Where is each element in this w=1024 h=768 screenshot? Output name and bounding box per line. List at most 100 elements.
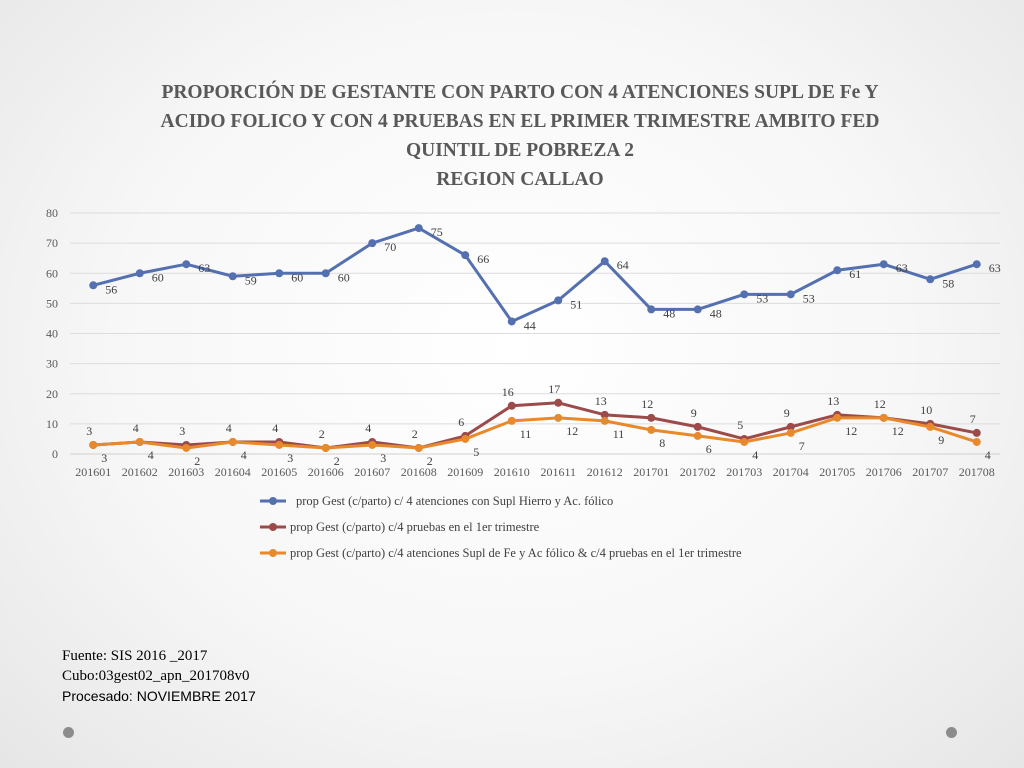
data-point xyxy=(182,443,191,452)
data-point xyxy=(786,428,795,437)
data-point xyxy=(600,257,609,266)
data-point xyxy=(321,443,330,452)
x-tick-label: 201701 xyxy=(633,465,669,479)
data-label: 10 xyxy=(920,403,932,417)
x-tick-label: 201703 xyxy=(726,465,762,479)
data-label: 2 xyxy=(412,427,418,441)
data-label: 4 xyxy=(241,448,247,462)
data-point xyxy=(414,224,423,233)
data-label: 53 xyxy=(803,291,815,305)
x-tick-label: 201609 xyxy=(447,465,483,479)
data-point xyxy=(879,413,888,422)
legend-swatch-marker xyxy=(269,549,277,557)
data-point xyxy=(182,260,191,269)
chart-subtitle: REGION CALLAO xyxy=(436,169,604,190)
decorative-dot-left xyxy=(63,727,74,738)
data-point xyxy=(554,398,563,407)
data-label: 4 xyxy=(365,421,371,435)
data-label: 9 xyxy=(691,406,697,420)
data-point xyxy=(275,269,284,278)
data-point xyxy=(600,416,609,425)
data-point xyxy=(926,422,935,431)
data-point xyxy=(228,272,237,281)
data-label: 3 xyxy=(380,451,386,465)
data-label: 12 xyxy=(845,424,857,438)
data-label: 58 xyxy=(942,276,954,290)
data-label: 4 xyxy=(985,448,991,462)
x-tick-label: 201704 xyxy=(773,465,809,479)
data-point xyxy=(461,251,470,260)
data-point xyxy=(321,269,330,278)
x-tick-label: 201602 xyxy=(122,465,158,479)
data-point xyxy=(740,290,749,299)
x-tick-label: 201605 xyxy=(261,465,297,479)
y-tick-label: 50 xyxy=(46,296,58,310)
data-label: 3 xyxy=(179,424,185,438)
title-line-1: PROPORCIÓN DE GESTANTE CON PARTO CON 4 A… xyxy=(161,82,879,103)
chart-title: PROPORCIÓN DE GESTANTE CON PARTO CON 4 A… xyxy=(130,78,910,194)
data-label: 56 xyxy=(105,282,117,296)
data-point xyxy=(972,428,981,437)
x-tick-label: 201706 xyxy=(866,465,902,479)
data-label: 11 xyxy=(613,427,625,441)
data-point xyxy=(368,440,377,449)
data-point xyxy=(647,425,656,434)
x-tick-label: 201603 xyxy=(168,465,204,479)
y-tick-label: 70 xyxy=(46,236,58,250)
legend-label: prop Gest (c/parto) c/ 4 atenciones con … xyxy=(296,494,613,508)
data-label: 12 xyxy=(641,397,653,411)
x-tick-label: 201607 xyxy=(354,465,390,479)
data-point xyxy=(507,401,516,410)
source-notes: Fuente: SIS 2016 _2017 Cubo:03gest02_apn… xyxy=(62,646,256,706)
data-point xyxy=(693,422,702,431)
data-point xyxy=(368,239,377,248)
y-tick-label: 10 xyxy=(46,417,58,431)
legend-swatch-marker xyxy=(269,523,277,531)
data-label: 48 xyxy=(663,306,675,320)
data-label: 64 xyxy=(617,258,629,272)
data-label: 48 xyxy=(710,306,722,320)
data-label: 75 xyxy=(431,225,443,239)
data-label: 60 xyxy=(291,270,303,284)
data-label: 9 xyxy=(784,406,790,420)
data-label: 5 xyxy=(473,445,479,459)
data-label: 2 xyxy=(427,454,433,468)
x-tick-label: 201705 xyxy=(819,465,855,479)
data-label: 66 xyxy=(477,252,489,266)
data-point xyxy=(507,317,516,326)
data-label: 16 xyxy=(502,385,514,399)
x-tick-label: 201708 xyxy=(959,465,995,479)
data-label: 53 xyxy=(756,291,768,305)
data-point xyxy=(740,437,749,446)
data-label: 13 xyxy=(827,394,839,408)
data-point xyxy=(414,443,423,452)
data-label: 4 xyxy=(272,421,278,435)
data-label: 7 xyxy=(799,439,805,453)
series-line-3 xyxy=(93,416,978,450)
data-point xyxy=(693,431,702,440)
data-label: 12 xyxy=(892,424,904,438)
data-label: 5 xyxy=(737,418,743,432)
data-label: 59 xyxy=(245,273,257,287)
data-point xyxy=(554,296,563,305)
data-label: 51 xyxy=(570,297,582,311)
legend-label: prop Gest (c/parto) c/4 atenciones Supl … xyxy=(290,546,742,560)
data-point xyxy=(879,260,888,269)
data-point xyxy=(972,260,981,269)
data-label: 2 xyxy=(194,454,200,468)
title-line-3: QUINTIL DE POBREZA 2 xyxy=(405,140,635,161)
data-label: 6 xyxy=(458,415,464,429)
data-label: 17 xyxy=(548,382,560,396)
y-tick-label: 80 xyxy=(46,206,58,220)
data-label: 44 xyxy=(524,318,536,332)
data-label: 12 xyxy=(566,424,578,438)
data-label: 3 xyxy=(101,451,107,465)
data-label: 60 xyxy=(152,270,164,284)
data-label: 4 xyxy=(133,421,139,435)
data-label: 61 xyxy=(849,267,861,281)
legend-label: prop Gest (c/parto) c/4 pruebas en el 1e… xyxy=(290,520,540,534)
data-point xyxy=(275,440,284,449)
x-tick-label: 201604 xyxy=(215,465,251,479)
x-tick-label: 201611 xyxy=(540,465,576,479)
data-point xyxy=(89,440,98,449)
